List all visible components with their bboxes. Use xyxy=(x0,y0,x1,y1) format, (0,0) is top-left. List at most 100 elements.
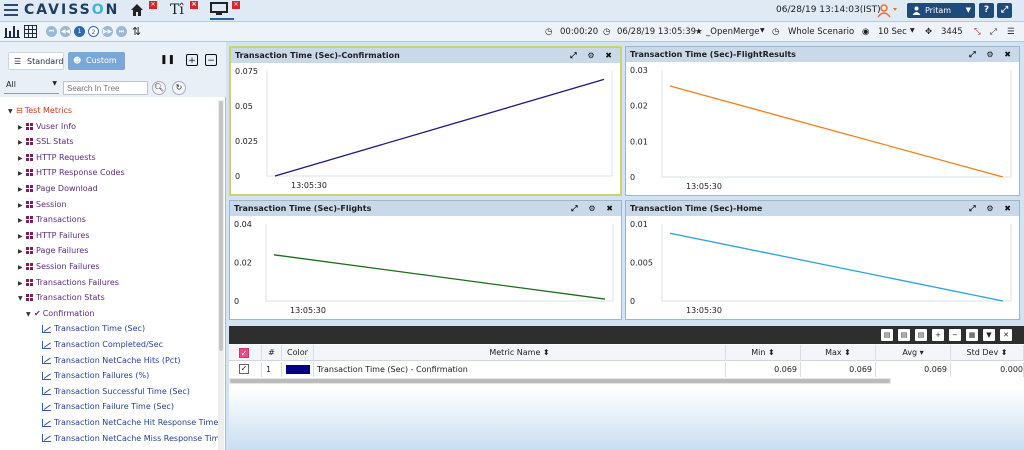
col-std-dev[interactable]: Std Dev ⬍ xyxy=(951,345,1024,361)
tree-scrollbar[interactable] xyxy=(218,100,224,450)
tree-group-item[interactable]: ▶ Vuser Info xyxy=(18,120,76,134)
col-color[interactable]: Color xyxy=(282,345,314,361)
graph-panel-confirmation[interactable]: Transaction Time (Sec)-Confirmation ⤢ ⚙ ✖… xyxy=(229,46,622,196)
tree-group-item[interactable]: ▶ Page Download xyxy=(18,182,98,196)
series-line[interactable] xyxy=(669,85,1004,178)
series-line[interactable] xyxy=(669,232,1004,302)
series-line[interactable] xyxy=(274,78,605,177)
remove-icon[interactable]: − xyxy=(205,54,217,66)
page-2-button[interactable]: 2 xyxy=(88,26,99,37)
pause-icon[interactable]: ❚❚ xyxy=(160,55,176,65)
add-icon[interactable]: + xyxy=(186,54,198,66)
panel-controls-icons[interactable]: ⤢ ⚙ ✖ xyxy=(969,204,1015,213)
tree-leaf-item[interactable]: Transaction Successful Time (Sec) xyxy=(42,385,190,399)
tree-search-input[interactable] xyxy=(63,81,148,95)
tab-standard[interactable]: ☰ Standard xyxy=(8,52,64,70)
close-tab-icon[interactable]: ✕ xyxy=(149,1,157,9)
col-max[interactable]: Max ⬍ xyxy=(801,345,876,361)
select-all-cell[interactable]: ✓ xyxy=(229,345,262,361)
caret-right-icon[interactable]: ▶ xyxy=(18,123,23,131)
view-dropdown[interactable]: _OpenMerge xyxy=(706,27,760,37)
grid-horizontal-scrollbar[interactable] xyxy=(229,378,891,384)
last-page-icon[interactable]: ⏭ xyxy=(116,26,127,37)
first-page-icon[interactable]: ⏮ xyxy=(46,26,57,37)
caret-right-icon[interactable]: ▶ xyxy=(18,186,23,193)
graph-panel-flights[interactable]: Transaction Time (Sec)-Flights ⤢ ⚙ ✖ 0.04 0… xyxy=(229,200,622,320)
tree-leaf-item[interactable]: Transaction Failure Time (Sec) xyxy=(42,400,174,414)
tab-custom[interactable]: ☻ Custom xyxy=(68,52,125,70)
panel-controls-icons[interactable]: ⤢ ⚙ ✖ xyxy=(571,204,617,213)
caret-down-icon[interactable]: ▼ xyxy=(26,310,31,318)
row-checkbox[interactable]: ✓ xyxy=(239,364,249,374)
row-select-cell[interactable]: ✓ xyxy=(229,362,262,377)
expand-button[interactable]: ⤢ xyxy=(997,3,1012,18)
caret-right-icon[interactable]: ▶ xyxy=(18,217,23,225)
tree-leaf-item[interactable]: Transaction Completed/Sec xyxy=(42,338,163,352)
col-num[interactable]: # xyxy=(262,345,282,361)
sort-icon[interactable]: ⇅ xyxy=(132,25,142,38)
caret-down-icon[interactable]: ▼ xyxy=(18,295,23,303)
doc-icon[interactable]: ▤ xyxy=(915,329,927,341)
graph-panel-flightresults[interactable]: Transaction Time (Sec)-FlightResults ⤢ ⚙ … xyxy=(625,46,1020,196)
prev-page-icon[interactable]: ◀◀ xyxy=(60,26,71,37)
tree-group-item[interactable]: ▶ Page Failures xyxy=(18,244,88,258)
tree-leaf-item[interactable]: Transaction NetCache Miss Response Time xyxy=(42,432,218,446)
monitor-tab[interactable]: ✕ xyxy=(210,1,240,20)
compress-icon[interactable]: ⤡ xyxy=(974,27,981,37)
col-avg[interactable]: Avg ▾ xyxy=(876,345,951,361)
columns-icon[interactable]: ▦ xyxy=(966,329,978,341)
tree-leaf-item[interactable]: Transaction Time (Sec) xyxy=(42,322,145,336)
list-icon[interactable]: ☰ xyxy=(1007,27,1015,37)
bar-chart-icon[interactable] xyxy=(4,25,20,38)
tree-leaf-item[interactable]: Transaction NetCache Hit Response Time (… xyxy=(42,416,218,430)
table-row[interactable]: ✓ 1 Transaction Time (Sec) - Confirmatio… xyxy=(229,362,1024,377)
interval-dropdown[interactable]: 10 Sec xyxy=(878,27,907,37)
caret-right-icon[interactable]: ▶ xyxy=(18,232,23,240)
caret-right-icon[interactable]: ▶ xyxy=(18,279,23,287)
filter-select[interactable]: All ▼ xyxy=(4,80,59,94)
select-all-checkbox[interactable]: ✓ xyxy=(239,348,249,358)
caret-right-icon[interactable]: ▶ xyxy=(18,170,23,178)
tree-group-item[interactable]: ▶ Session xyxy=(18,198,67,212)
color-swatch[interactable] xyxy=(286,365,310,374)
alert-user-icon[interactable] xyxy=(876,3,898,18)
page-1-button[interactable]: 1 xyxy=(74,26,85,37)
remove-row-icon[interactable]: − xyxy=(949,329,961,341)
search-icon[interactable]: 🔍︎ xyxy=(152,81,166,95)
tree-group-item[interactable]: ▼ Transaction Stats xyxy=(18,291,105,305)
tree-group-item[interactable]: ▶ HTTP Failures xyxy=(18,229,90,243)
add-row-icon[interactable]: + xyxy=(932,329,944,341)
table-icon[interactable] xyxy=(24,25,37,38)
close-grid-icon[interactable]: ✕ xyxy=(1000,329,1012,341)
filter-icon[interactable]: ▼ xyxy=(983,329,995,341)
caret-right-icon[interactable]: ▶ xyxy=(18,248,23,256)
tree-group-item[interactable]: ▼ ⊟ Test Metrics xyxy=(8,104,72,118)
graph-panel-home[interactable]: Transaction Time (Sec)-Home ⤢ ⚙ ✖ 0.01 0.00… xyxy=(625,200,1020,320)
tree-group-item[interactable]: ▶ SSL Stats xyxy=(18,135,74,149)
caret-down-icon[interactable]: ▼ xyxy=(8,108,13,115)
home-tab[interactable]: ✕ xyxy=(129,1,157,20)
col-min[interactable]: Min ⬍ xyxy=(726,345,801,361)
caret-right-icon[interactable]: ▶ xyxy=(18,154,23,162)
tree-leaf-item[interactable]: Transaction NetCache Hits (Pct) xyxy=(42,354,180,368)
help-button[interactable]: ? xyxy=(979,3,994,18)
tree-leaf-item[interactable]: Transaction Failures (%) xyxy=(42,369,149,383)
panel-controls-icons[interactable]: ⤢ ⚙ ✖ xyxy=(570,51,616,60)
refresh-icon[interactable]: ↻ xyxy=(172,81,186,95)
close-tab-icon[interactable]: ✕ xyxy=(190,1,198,9)
caret-right-icon[interactable]: ▶ xyxy=(18,201,23,209)
scope-selector[interactable]: Whole Scenario xyxy=(788,27,855,37)
pdf-icon[interactable]: ▤ xyxy=(881,329,893,341)
tree-group-item[interactable]: ▶ HTTP Response Codes xyxy=(18,166,125,180)
col-metric-name[interactable]: Metric Name ⬍ xyxy=(314,345,726,361)
series-line[interactable] xyxy=(273,254,606,300)
tree-group-item[interactable]: ▶ HTTP Requests xyxy=(18,151,96,165)
tree-group-item[interactable]: ▶ Session Failures xyxy=(18,260,100,274)
test-tab[interactable]: Tî ✕ xyxy=(170,1,198,20)
caret-right-icon[interactable]: ▶ xyxy=(18,264,23,271)
caret-right-icon[interactable]: ▶ xyxy=(18,139,23,147)
resize-icon[interactable]: ⤢ xyxy=(990,27,997,37)
tree-group-item[interactable]: ▶ Transactions Failures xyxy=(18,276,119,290)
tree-group-item[interactable]: ▼ ✔ Confirmation xyxy=(26,307,94,321)
close-tab-icon[interactable]: ✕ xyxy=(232,1,240,9)
